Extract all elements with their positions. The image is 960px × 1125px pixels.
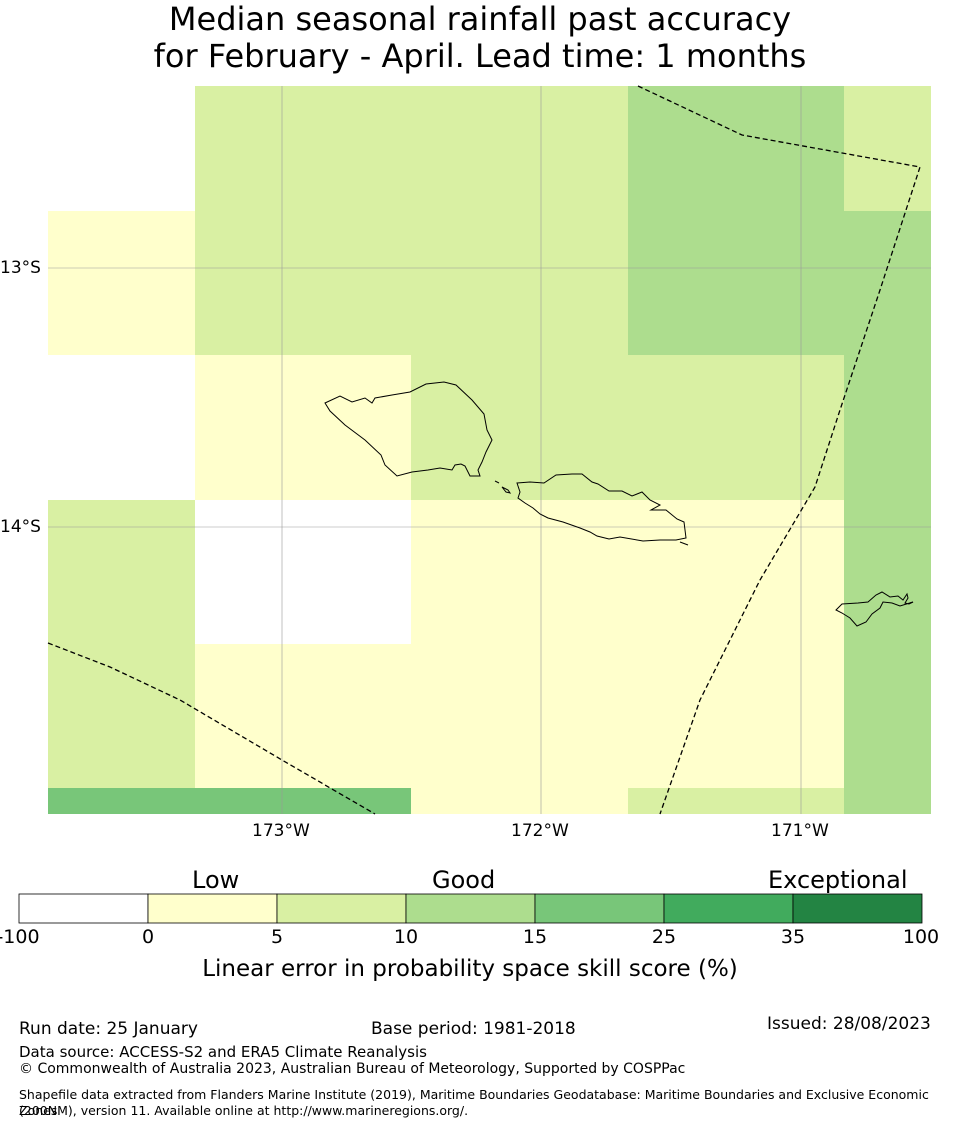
skill-cell bbox=[411, 500, 628, 644]
colorbar-tick: 100 bbox=[902, 926, 940, 948]
skill-map bbox=[47, 85, 931, 815]
colorbar-category-good: Good bbox=[432, 866, 496, 894]
skill-cell bbox=[411, 644, 628, 788]
skill-cell bbox=[844, 86, 931, 211]
skill-cell bbox=[628, 644, 844, 788]
lon-label-171w: 171°W bbox=[771, 821, 829, 841]
skill-cell bbox=[48, 500, 195, 644]
run-date: Run date: 25 January bbox=[19, 1019, 198, 1039]
skill-cell bbox=[48, 86, 195, 211]
map-title-line-1: Median seasonal rainfall past accuracy bbox=[168, 0, 792, 38]
skill-cell bbox=[628, 86, 844, 211]
skill-cell bbox=[628, 500, 844, 644]
skill-cell bbox=[195, 500, 411, 644]
tutuila-island bbox=[835, 591, 914, 627]
upolu-island bbox=[516, 473, 687, 542]
eez-boundary-southwest bbox=[47, 642, 376, 815]
lat-label-13s: 13°S bbox=[0, 258, 41, 278]
colorbar-tick: 5 bbox=[270, 926, 284, 948]
skill-cell bbox=[195, 355, 411, 500]
colorbar-segment bbox=[792, 893, 923, 924]
colorbar-tick: 25 bbox=[651, 926, 677, 948]
upolu-east-tip bbox=[679, 541, 689, 546]
skill-grid-cells bbox=[48, 86, 931, 814]
apolima-islet bbox=[494, 480, 500, 484]
skill-cell bbox=[844, 355, 931, 500]
colorbar-title: Linear error in probability space skill … bbox=[202, 956, 738, 982]
skill-cell bbox=[411, 355, 628, 500]
colorbar-segment bbox=[18, 893, 149, 924]
colorbar-category-low: Low bbox=[192, 866, 240, 894]
colorbar-segment bbox=[276, 893, 407, 924]
manono-islet bbox=[501, 486, 512, 494]
skill-cell bbox=[844, 500, 931, 644]
coastlines bbox=[324, 381, 914, 627]
skill-cell bbox=[48, 788, 195, 814]
skill-cell bbox=[195, 211, 411, 355]
skill-cell bbox=[411, 86, 628, 211]
aunuu-islet bbox=[909, 601, 914, 604]
colorbar-segment bbox=[405, 893, 536, 924]
skill-cell bbox=[628, 355, 844, 500]
lon-label-173w: 173°W bbox=[252, 821, 310, 841]
lat-label-14s: 14°S bbox=[0, 517, 41, 537]
issued-date: Issued: 28/08/2023 bbox=[767, 1014, 931, 1034]
skill-cell bbox=[195, 644, 411, 788]
colorbar-tick: -100 bbox=[0, 926, 40, 948]
skill-cell bbox=[628, 211, 844, 355]
shapefile-credit-line-2: (200NM), version 11. Available online at… bbox=[19, 1103, 469, 1118]
colorbar-segment bbox=[534, 893, 665, 924]
colorbar-tick: 35 bbox=[780, 926, 806, 948]
eez-boundaries bbox=[47, 85, 921, 815]
colorbar-segment bbox=[663, 893, 794, 924]
skill-cell bbox=[48, 644, 195, 788]
base-period: Base period: 1981-2018 bbox=[371, 1019, 576, 1039]
colorbar-segment bbox=[147, 893, 278, 924]
skill-cell bbox=[844, 788, 931, 814]
data-source: Data source: ACCESS-S2 and ERA5 Climate … bbox=[19, 1043, 427, 1061]
shapefile-credit-line-1: Shapefile data extracted from Flanders M… bbox=[19, 1087, 929, 1118]
colorbar-tick: 15 bbox=[522, 926, 548, 948]
colorbar bbox=[18, 893, 923, 924]
savaii-island bbox=[324, 381, 493, 477]
copyright: © Commonwealth of Australia 2023, Austra… bbox=[19, 1061, 686, 1077]
skill-cell bbox=[844, 644, 931, 788]
colorbar-category-exceptional: Exceptional bbox=[768, 866, 908, 894]
skill-cell bbox=[195, 86, 411, 211]
skill-cell bbox=[48, 355, 195, 500]
gridlines bbox=[48, 86, 931, 814]
colorbar-tick: 0 bbox=[141, 926, 155, 948]
skill-cell bbox=[411, 211, 628, 355]
lon-label-172w: 172°W bbox=[511, 821, 569, 841]
colorbar-tick: 10 bbox=[393, 926, 419, 948]
skill-cell bbox=[844, 211, 931, 355]
skill-cell bbox=[411, 788, 628, 814]
map-title-line-2: for February - April. Lead time: 1 month… bbox=[153, 37, 807, 75]
skill-cell bbox=[48, 211, 195, 355]
skill-cell bbox=[628, 788, 844, 814]
skill-cell bbox=[195, 788, 411, 814]
